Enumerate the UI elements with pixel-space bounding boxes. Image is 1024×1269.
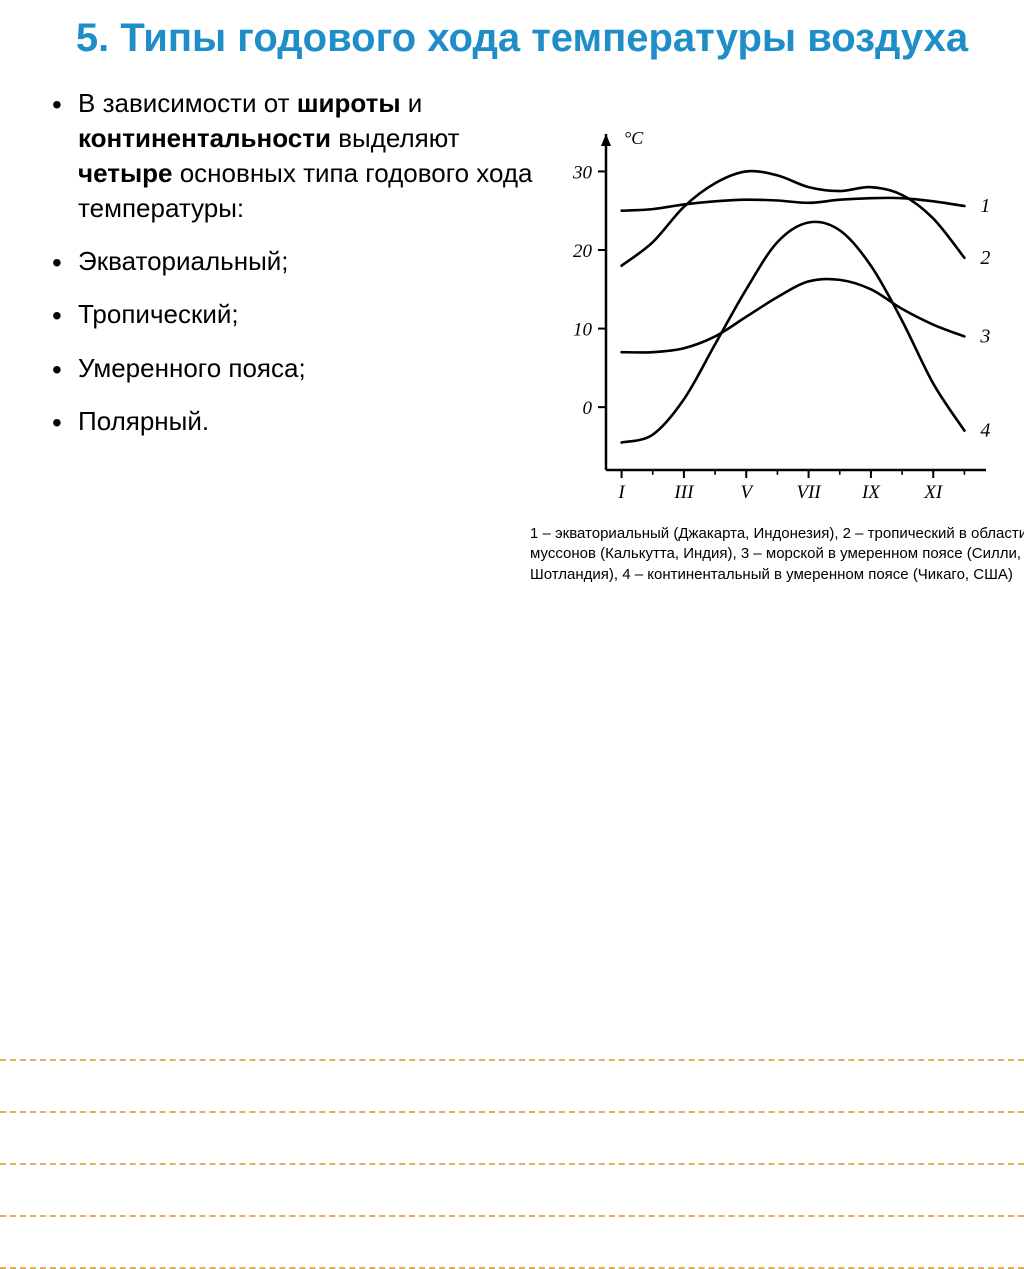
type-item: Экваториальный; [50, 244, 540, 279]
svg-text:0: 0 [583, 398, 593, 419]
svg-text:III: III [673, 482, 695, 503]
type-item: Тропический; [50, 297, 540, 332]
svg-text:XI: XI [923, 482, 944, 503]
svg-text:2: 2 [980, 247, 990, 269]
svg-text:°C: °C [624, 128, 644, 148]
svg-text:VII: VII [796, 482, 822, 503]
slide-title: 5. Типы годового хода температуры воздух… [50, 15, 994, 61]
svg-text:1: 1 [980, 195, 990, 217]
type-item: Умеренного пояса; [50, 351, 540, 386]
temperature-chart: 3020100°CIIIIVVIIIXXI1234 [540, 126, 1010, 516]
svg-text:I: I [617, 482, 626, 503]
chart-caption: 1 – экваториальный (Джакарта, Индонезия)… [530, 524, 1024, 585]
svg-text:4: 4 [980, 420, 990, 442]
intro-text: В зависимости от широты и континентально… [50, 86, 540, 226]
type-item: Полярный. [50, 404, 540, 439]
intro-list: В зависимости от широты и континентально… [50, 86, 540, 439]
svg-text:30: 30 [572, 162, 593, 183]
svg-text:20: 20 [573, 241, 593, 262]
svg-text:3: 3 [979, 325, 990, 347]
svg-text:10: 10 [573, 320, 593, 341]
svg-text:IX: IX [861, 482, 881, 503]
svg-text:V: V [740, 482, 754, 503]
